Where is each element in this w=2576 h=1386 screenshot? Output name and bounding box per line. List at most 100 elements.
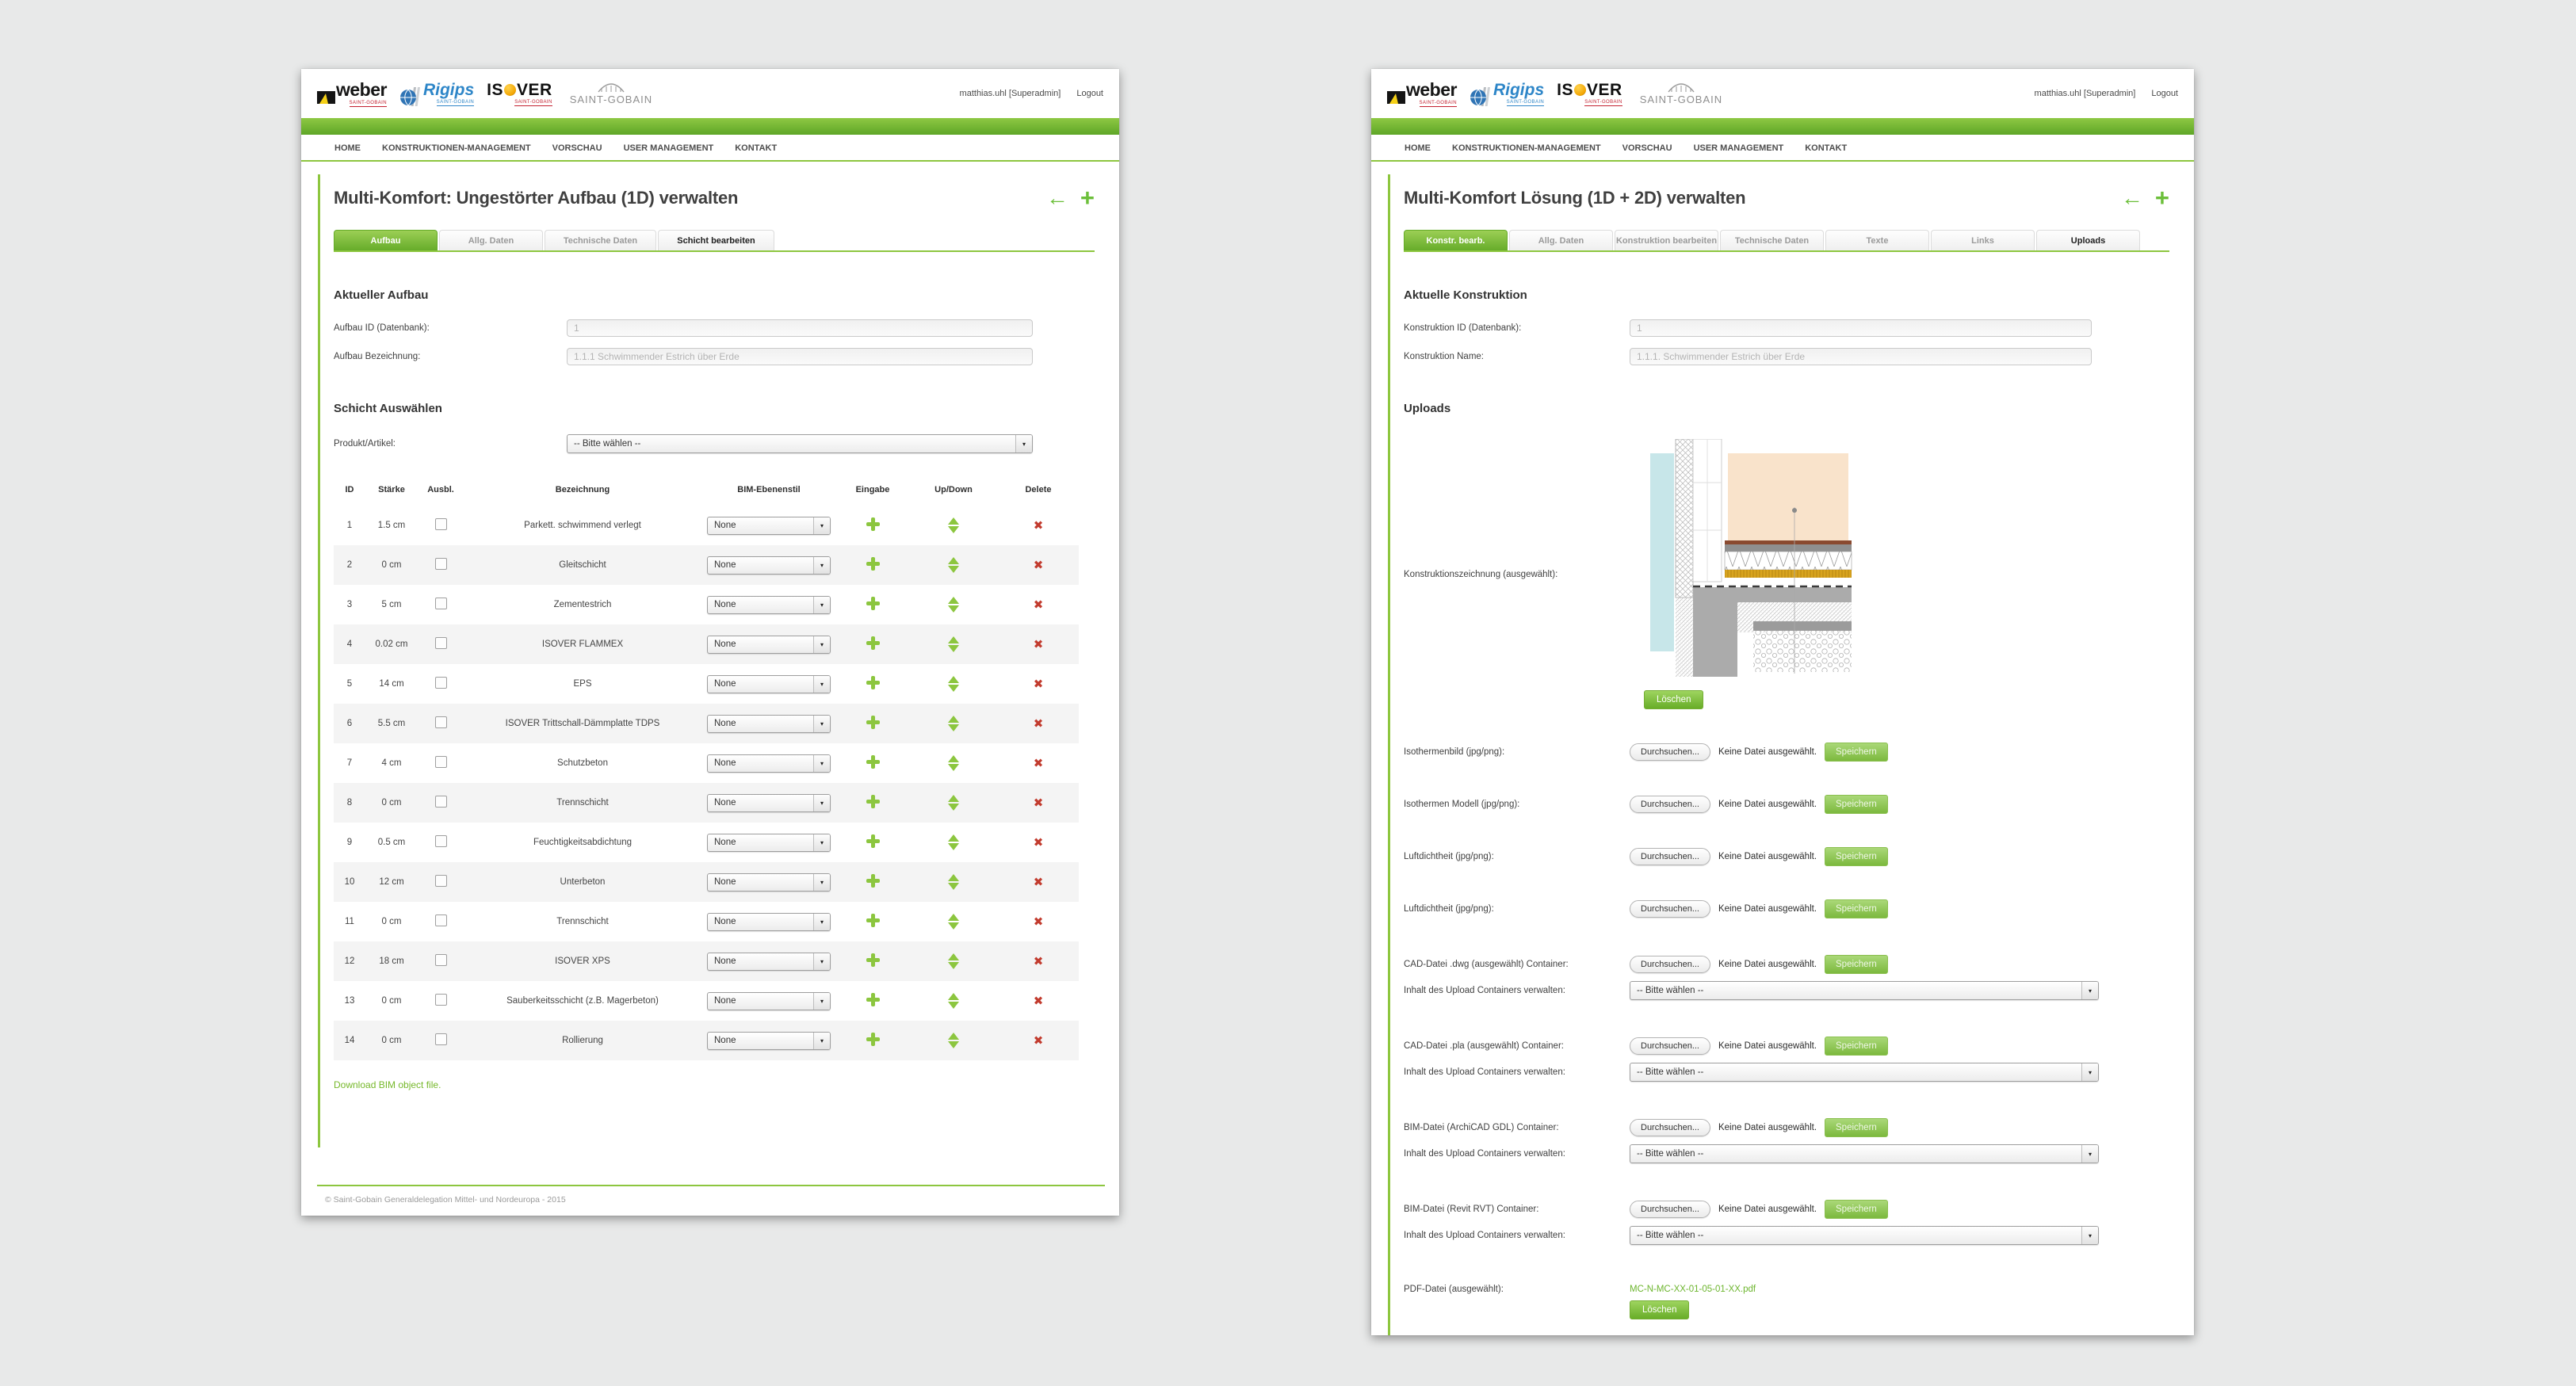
- tab-technische-daten[interactable]: Technische Daten: [1720, 230, 1824, 250]
- move-up-icon[interactable]: [948, 993, 959, 1000]
- delete-pdf-button[interactable]: Löschen: [1630, 1300, 1690, 1319]
- ausblenden-checkbox[interactable]: [434, 558, 447, 570]
- nav-item[interactable]: HOME: [334, 143, 361, 153]
- tab-uploads[interactable]: Uploads: [2036, 230, 2140, 250]
- move-up-icon[interactable]: [948, 716, 959, 723]
- delete-drawing-button[interactable]: Löschen: [1644, 690, 1704, 709]
- move-down-icon[interactable]: [948, 883, 959, 890]
- add-layer-icon[interactable]: [866, 993, 880, 1006]
- save-button[interactable]: Speichern: [1825, 1037, 1888, 1056]
- delete-layer-icon[interactable]: ✖: [1033, 519, 1044, 533]
- delete-layer-icon[interactable]: ✖: [1033, 836, 1044, 850]
- move-up-icon[interactable]: [948, 597, 959, 604]
- ausblenden-checkbox[interactable]: [434, 914, 447, 926]
- delete-layer-icon[interactable]: ✖: [1033, 995, 1044, 1008]
- bim-ebenenstil-select[interactable]: None ▾: [707, 872, 831, 892]
- move-down-icon[interactable]: [948, 1002, 959, 1009]
- add-layer-icon[interactable]: [866, 517, 880, 531]
- upload-container-select[interactable]: -- Bitte wählen -- ▾: [1630, 1144, 2099, 1163]
- move-up-icon[interactable]: [948, 953, 959, 960]
- delete-layer-icon[interactable]: ✖: [1033, 955, 1044, 968]
- add-layer-icon[interactable]: [866, 874, 880, 888]
- delete-layer-icon[interactable]: ✖: [1033, 1034, 1044, 1048]
- tab-texte[interactable]: Texte: [1825, 230, 1929, 250]
- browse-button[interactable]: Durchsuchen...: [1630, 796, 1710, 813]
- move-up-icon[interactable]: [948, 517, 959, 525]
- nav-item[interactable]: KONTAKT: [735, 143, 778, 153]
- move-up-icon[interactable]: [948, 874, 959, 881]
- delete-layer-icon[interactable]: ✖: [1033, 717, 1044, 731]
- add-layer-icon[interactable]: [866, 716, 880, 729]
- bim-ebenenstil-select[interactable]: None ▾: [707, 674, 831, 693]
- move-down-icon[interactable]: [948, 764, 959, 771]
- move-up-icon[interactable]: [948, 676, 959, 683]
- tab-links[interactable]: Links: [1931, 230, 2035, 250]
- save-button[interactable]: Speichern: [1825, 899, 1888, 918]
- nav-item[interactable]: KONSTRUKTIONEN-MANAGEMENT: [382, 143, 531, 153]
- delete-layer-icon[interactable]: ✖: [1033, 915, 1044, 929]
- add-layer-icon[interactable]: [866, 1033, 880, 1046]
- logout-link[interactable]: Logout: [1076, 89, 1103, 98]
- add-icon[interactable]: +: [2154, 183, 2169, 212]
- move-down-icon[interactable]: [948, 645, 959, 652]
- browse-button[interactable]: Durchsuchen...: [1630, 900, 1710, 918]
- bim-ebenenstil-select[interactable]: None ▾: [707, 714, 831, 733]
- add-layer-icon[interactable]: [866, 557, 880, 571]
- add-layer-icon[interactable]: [866, 755, 880, 769]
- tab-schicht-bearbeiten[interactable]: Schicht bearbeiten: [658, 230, 774, 250]
- browse-button[interactable]: Durchsuchen...: [1630, 956, 1710, 973]
- add-layer-icon[interactable]: [866, 636, 880, 650]
- ausblenden-checkbox[interactable]: [434, 756, 447, 768]
- save-button[interactable]: Speichern: [1825, 847, 1888, 866]
- ausblenden-checkbox[interactable]: [434, 994, 447, 1006]
- browse-button[interactable]: Durchsuchen...: [1630, 1201, 1710, 1218]
- ausblenden-checkbox[interactable]: [434, 637, 447, 649]
- save-button[interactable]: Speichern: [1825, 1200, 1888, 1219]
- move-down-icon[interactable]: [948, 962, 959, 969]
- move-down-icon[interactable]: [948, 724, 959, 731]
- save-button[interactable]: Speichern: [1825, 743, 1888, 762]
- browse-button[interactable]: Durchsuchen...: [1630, 743, 1710, 761]
- upload-container-select[interactable]: -- Bitte wählen -- ▾: [1630, 1226, 2099, 1245]
- add-layer-icon[interactable]: [866, 676, 880, 689]
- tab-allg-daten[interactable]: Allg. Daten: [1509, 230, 1613, 250]
- move-down-icon[interactable]: [948, 526, 959, 533]
- bim-ebenenstil-select[interactable]: None ▾: [707, 595, 831, 614]
- delete-layer-icon[interactable]: ✖: [1033, 559, 1044, 572]
- logout-link[interactable]: Logout: [2151, 89, 2178, 98]
- save-button[interactable]: Speichern: [1825, 795, 1888, 814]
- nav-item[interactable]: HOME: [1405, 143, 1431, 153]
- tab-allg-daten[interactable]: Allg. Daten: [439, 230, 543, 250]
- browse-button[interactable]: Durchsuchen...: [1630, 1037, 1710, 1055]
- bim-ebenenstil-select[interactable]: None ▾: [707, 912, 831, 931]
- bim-ebenenstil-select[interactable]: None ▾: [707, 833, 831, 852]
- delete-layer-icon[interactable]: ✖: [1033, 678, 1044, 691]
- add-layer-icon[interactable]: [866, 914, 880, 927]
- bim-ebenenstil-select[interactable]: None ▾: [707, 1031, 831, 1050]
- delete-layer-icon[interactable]: ✖: [1033, 796, 1044, 810]
- ausblenden-checkbox[interactable]: [434, 598, 447, 609]
- add-layer-icon[interactable]: [866, 953, 880, 967]
- nav-item[interactable]: KONSTRUKTIONEN-MANAGEMENT: [1452, 143, 1601, 153]
- move-down-icon[interactable]: [948, 843, 959, 850]
- move-up-icon[interactable]: [948, 834, 959, 842]
- add-icon[interactable]: +: [1080, 183, 1095, 212]
- move-down-icon[interactable]: [948, 566, 959, 573]
- move-up-icon[interactable]: [948, 557, 959, 564]
- browse-button[interactable]: Durchsuchen...: [1630, 1119, 1710, 1136]
- tab-aufbau[interactable]: Aufbau: [334, 230, 438, 250]
- move-down-icon[interactable]: [948, 922, 959, 930]
- delete-layer-icon[interactable]: ✖: [1033, 598, 1044, 612]
- ausblenden-checkbox[interactable]: [434, 677, 447, 689]
- nav-item[interactable]: USER MANAGEMENT: [623, 143, 714, 153]
- nav-item[interactable]: VORSCHAU: [552, 143, 602, 153]
- move-up-icon[interactable]: [948, 755, 959, 762]
- upload-container-select[interactable]: -- Bitte wählen -- ▾: [1630, 1063, 2099, 1082]
- move-up-icon[interactable]: [948, 914, 959, 921]
- nav-item[interactable]: VORSCHAU: [1622, 143, 1672, 153]
- konstruktion-id-field[interactable]: [1630, 319, 2092, 337]
- bim-ebenenstil-select[interactable]: None ▾: [707, 516, 831, 535]
- bim-ebenenstil-select[interactable]: None ▾: [707, 556, 831, 575]
- ausblenden-checkbox[interactable]: [434, 835, 447, 847]
- ausblenden-checkbox[interactable]: [434, 954, 447, 966]
